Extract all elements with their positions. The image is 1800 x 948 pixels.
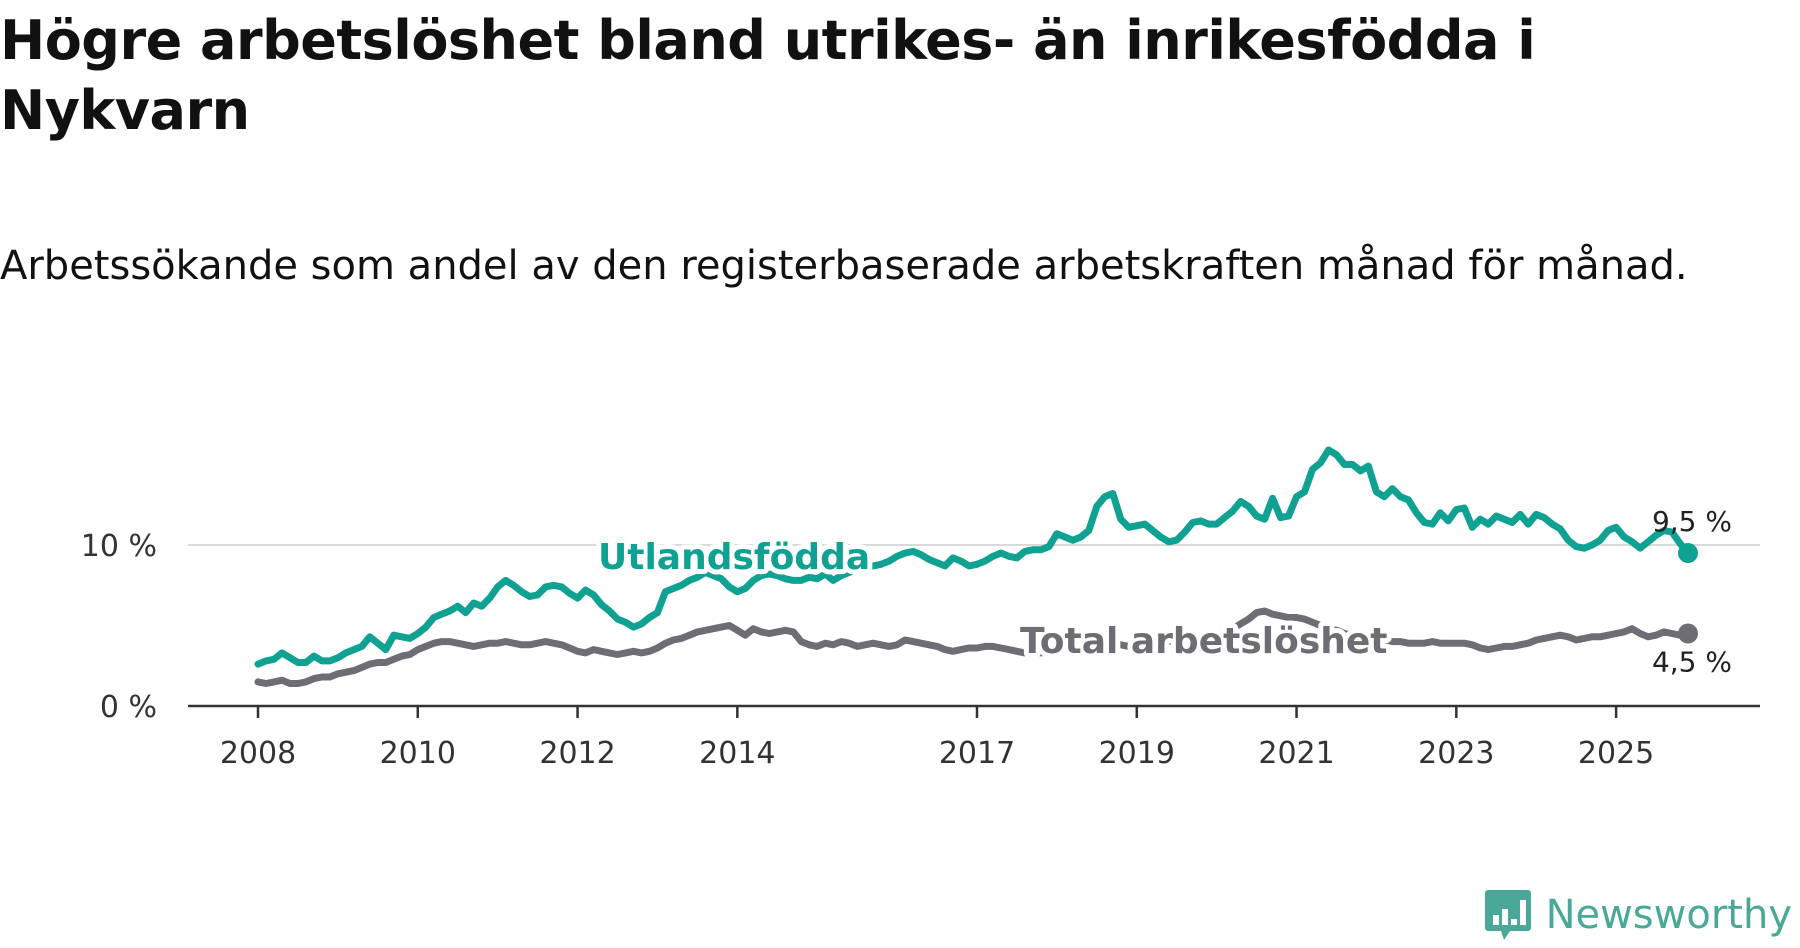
end-label-utlandsfodda: 9,5 %	[1652, 505, 1732, 538]
y-tick-label: 10 %	[81, 529, 157, 564]
end-point-marker	[1678, 543, 1698, 564]
series-labels: Utlandsfödda Total arbetslöshet 9,5 % 4,5 %	[593, 505, 1732, 679]
x-tick-label: 2019	[1099, 736, 1175, 771]
y-tick-label: 0 %	[100, 690, 157, 725]
series-lines	[254, 446, 1698, 687]
brand-name: Newsworthy	[1545, 892, 1792, 938]
series-label-utlandsfodda: Utlandsfödda	[598, 537, 870, 578]
x-tick-label: 2008	[220, 736, 296, 771]
x-tick-label: 2012	[539, 736, 615, 771]
newsworthy-logo-icon	[1484, 890, 1531, 940]
y-axis-ticks: 0 % 10 %	[81, 529, 157, 725]
x-axis-ticks: 2008 2010 2012 2014 2017 2019 2021 2023 2025	[188, 704, 1760, 771]
chart-title: Högre arbetslöshet bland utrikes- än inr…	[0, 9, 1536, 142]
x-tick-label: 2014	[699, 736, 775, 771]
end-point-marker	[1678, 623, 1698, 644]
series-label-total: Total arbetslöshet	[1020, 621, 1388, 662]
x-tick-label: 2021	[1258, 736, 1334, 771]
x-tick-label: 2017	[939, 736, 1015, 771]
x-tick-label: 2010	[380, 736, 456, 771]
series-line-total	[254, 607, 1692, 687]
chart-subtitle: Arbetssökande som andel av den registerb…	[0, 243, 1688, 289]
x-tick-label: 2025	[1578, 736, 1654, 771]
series-line-utlandsfodda	[254, 446, 1692, 668]
x-tick-label: 2023	[1418, 736, 1494, 771]
newsworthy-brand: Newsworthy	[1484, 888, 1792, 942]
end-label-total: 4,5 %	[1652, 646, 1732, 679]
